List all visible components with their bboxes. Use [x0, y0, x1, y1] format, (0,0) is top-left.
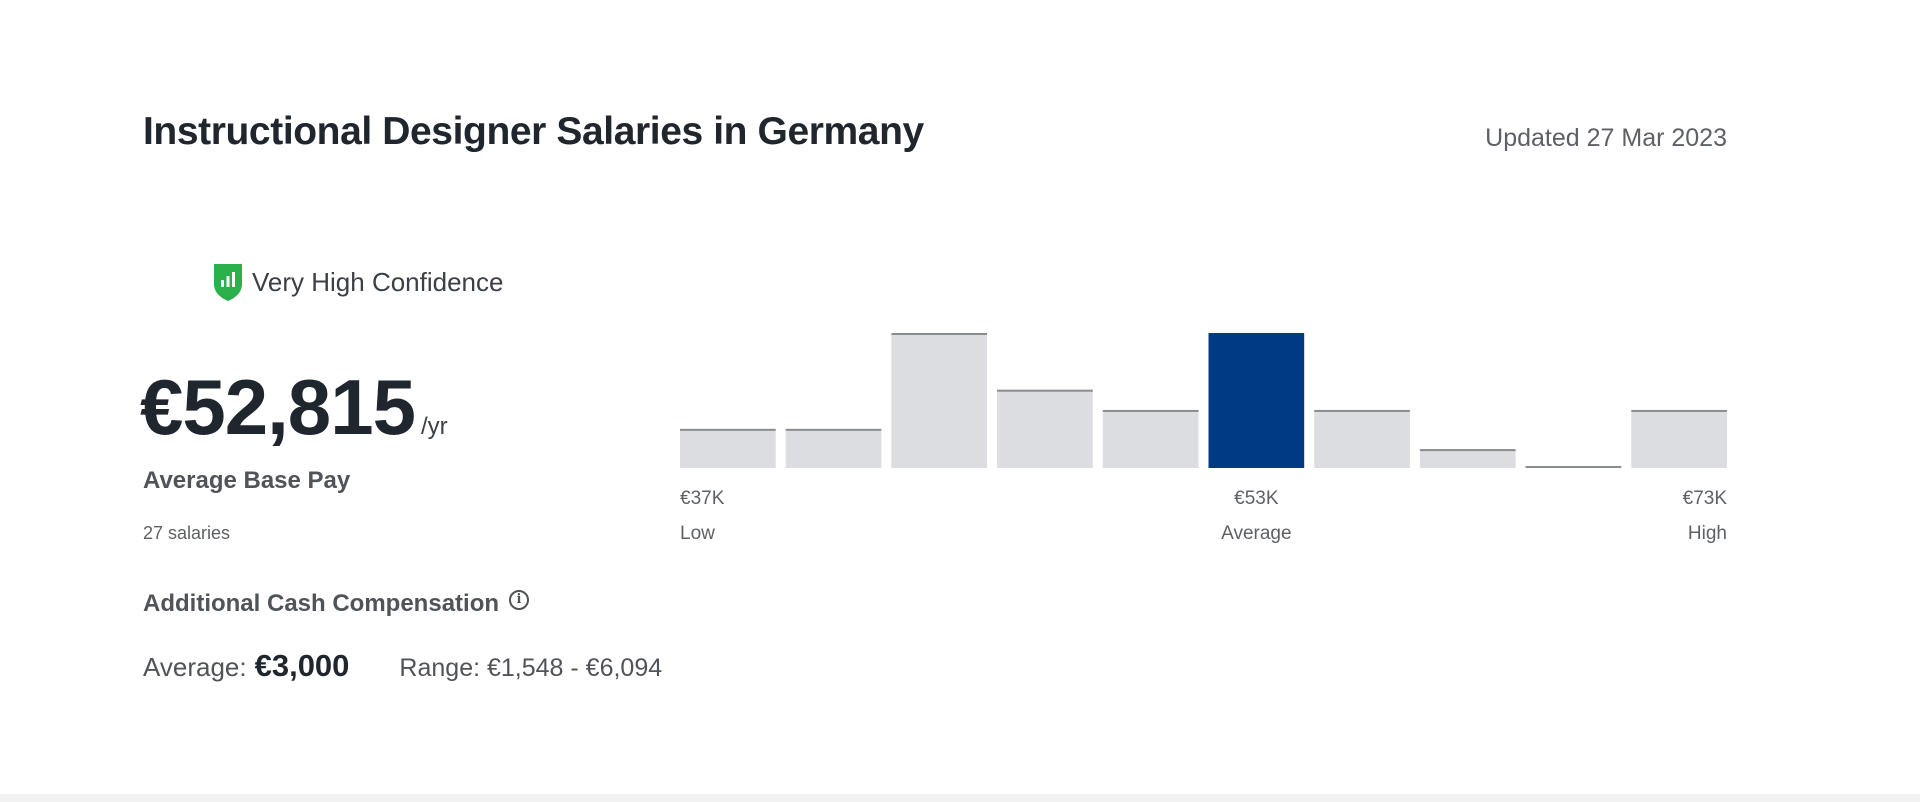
histogram-bar-top-edge: [680, 428, 776, 431]
additional-range: Range: €1,548 - €6,094: [399, 654, 663, 682]
histogram-bar: [1419, 449, 1516, 468]
additional-compensation-header: Additional Cash Compensation i: [143, 590, 530, 618]
salary-count: 27 salaries: [143, 523, 231, 543]
histogram-bar-top-edge: [1314, 409, 1410, 412]
histogram-bar: [1102, 409, 1199, 468]
histogram-bar-top-edge: [1102, 409, 1199, 412]
histogram-bar-top-edge: [891, 333, 988, 335]
pay-amount: €52,815: [140, 363, 416, 451]
pay-unit: /yr: [420, 413, 448, 440]
additional-average-label: Average:: [143, 652, 247, 682]
salary-histogram: [680, 300, 1727, 468]
axis-tick-label: Average: [1221, 523, 1292, 544]
bottom-divider: [0, 794, 1920, 802]
page-title: Instructional Designer Salaries in Germa…: [143, 110, 924, 153]
histogram-bar-top-edge: [997, 389, 1093, 392]
histogram-bar: [997, 389, 1093, 468]
histogram-bar-top-edge: [785, 428, 882, 431]
confidence-badge: Very High Confidence: [212, 262, 503, 302]
axis-tick-label: Low: [680, 523, 715, 544]
histogram-svg: [680, 333, 1727, 468]
axis-tick-value: €73K: [1682, 488, 1727, 509]
histogram-bar-top-edge: [1419, 449, 1516, 452]
histogram-bar: [891, 333, 988, 468]
info-icon[interactable]: i: [509, 590, 530, 610]
average-base-pay-label: Average Base Pay: [143, 467, 351, 494]
updated-date: Updated 27 Mar 2023: [1485, 124, 1727, 152]
additional-compensation-label: Additional Cash Compensation: [143, 590, 500, 617]
axis-tick-value: €53K: [1234, 488, 1279, 509]
confidence-label: Very High Confidence: [252, 266, 504, 297]
axis-tick-value: €37K: [680, 488, 725, 509]
histogram-bar: [680, 428, 776, 468]
histogram-bar: [1314, 409, 1410, 468]
histogram-bar: [785, 428, 882, 468]
confidence-shield-icon: [214, 264, 242, 301]
average-pay: €52,815 /yr: [140, 362, 448, 453]
additional-average-value: €3,000: [254, 648, 350, 683]
histogram-bar-top-edge: [1631, 409, 1727, 412]
histogram-bar-average: [1208, 333, 1305, 468]
axis-tick-label: High: [1687, 523, 1727, 544]
histogram-bar: [1631, 409, 1727, 468]
histogram-bar-top-edge: [1525, 466, 1622, 468]
additional-compensation-values: Average: €3,000 Range: €1,548 - €6,094: [143, 648, 662, 684]
